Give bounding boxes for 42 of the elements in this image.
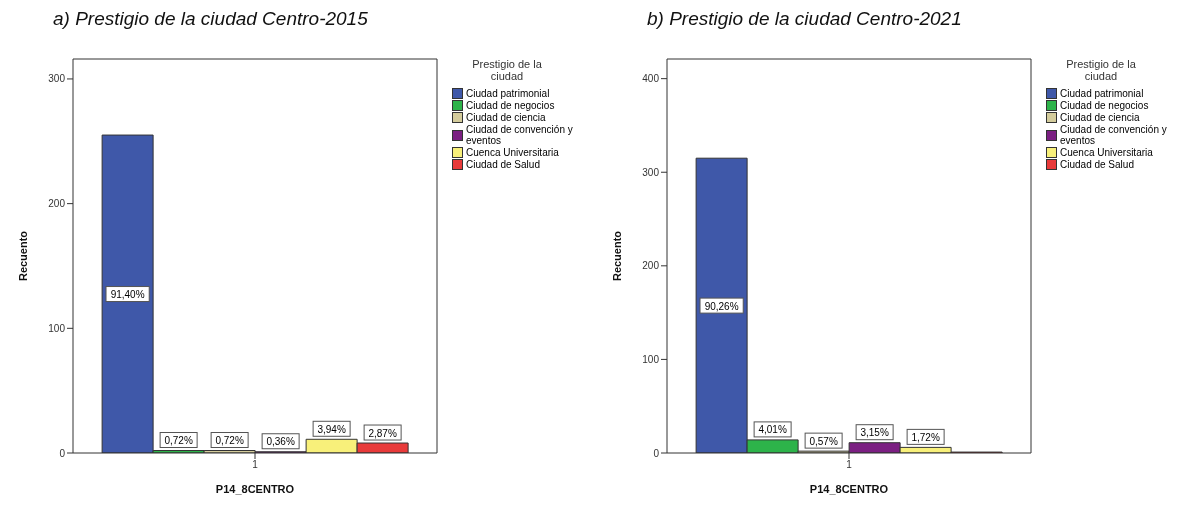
annotation: 1,72% (911, 431, 940, 443)
annotation: 2,87% (368, 427, 397, 439)
y-tick-label: 300 (642, 166, 660, 178)
legend-label: Cuenca Universitaria (466, 147, 559, 158)
legend-label: Ciudad patrimonial (466, 88, 550, 99)
annotation: 3,15% (860, 427, 889, 439)
y-axis-title: Recuento (16, 230, 29, 282)
y-tick-label: 400 (642, 73, 660, 85)
annotation: 0,72% (164, 435, 193, 447)
legend-title: Prestigio de la ciudad (471, 58, 543, 82)
y-tick-label: 200 (48, 198, 66, 210)
annotation: 91,40% (110, 289, 145, 301)
y-tick-label: 0 (653, 447, 660, 459)
annotation: 90,26% (704, 300, 739, 312)
annotation: 0,72% (215, 435, 244, 447)
legend-label: Ciudad patrimonial (1060, 88, 1144, 99)
chart-title: b) Prestigio de la ciudad Centro-2021 (647, 8, 963, 31)
y-tick-label: 100 (48, 322, 66, 334)
legend-title: Prestigio de la ciudad (1065, 58, 1137, 82)
legend-label: Ciudad de negocios (1060, 100, 1149, 111)
legend-label: Ciudad de convención y eventos (466, 124, 574, 146)
y-tick-label: 200 (642, 260, 660, 272)
legend-label: Ciudad de negocios (466, 100, 555, 111)
legend-label: Cuenca Universitaria (1060, 147, 1153, 158)
legend-label: Ciudad de ciencia (1060, 112, 1140, 123)
x-axis-title: P14_8CENTRO (809, 483, 889, 495)
legend-label: Ciudad de ciencia (466, 112, 546, 123)
x-axis-title: P14_8CENTRO (215, 483, 295, 495)
legend-label: Ciudad de Salud (1060, 159, 1134, 170)
x-tick-label: 1 (846, 459, 853, 471)
y-tick-label: 100 (642, 353, 660, 365)
y-axis-title: Recuento (610, 230, 623, 282)
y-tick-label: 300 (48, 73, 66, 85)
annotation: 4,01% (758, 424, 787, 436)
annotation: 0,36% (266, 436, 295, 448)
x-tick-label: 1 (252, 459, 259, 471)
annotation: 3,94% (317, 423, 346, 435)
chart-title: a) Prestigio de la ciudad Centro-2015 (53, 8, 369, 31)
legend-label: Ciudad de Salud (466, 159, 540, 170)
annotation: 0,57% (809, 435, 838, 447)
y-tick-label: 0 (59, 447, 66, 459)
legend-label: Ciudad de convención y eventos (1060, 124, 1168, 146)
